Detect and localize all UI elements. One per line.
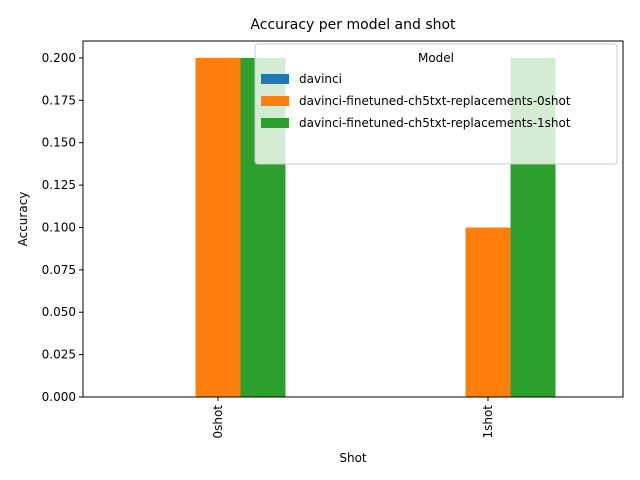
x-axis-label: Shot [339,451,367,465]
legend-items: davinci davinci-finetuned-ch5txt-replacem… [261,72,571,130]
x-tick-label: 0shot [211,405,225,439]
y-axis: 0.000 0.025 0.050 0.075 0.100 0.125 0.150 0.175… [42,51,83,404]
legend-box [254,43,618,165]
x-tick-label: 1shot [481,405,495,439]
bar-1shot-series-1 [465,227,511,397]
y-axis-label: Accuracy [16,192,30,247]
y-tick-label: 0.025 [42,348,76,362]
legend-swatch [261,96,289,106]
y-tick-label: 0.200 [42,51,76,65]
y-tick-label: 0.125 [42,178,76,192]
y-tick-label: 0.075 [42,263,76,277]
y-tick-label: 0.150 [42,136,76,150]
legend-label: davinci [299,72,342,86]
bar-0shot-series-1 [195,57,241,397]
y-tick-label: 0.000 [42,390,76,404]
legend-label: davinci-finetuned-ch5txt-replacements-0s… [299,94,571,108]
legend: Model davinci davinci-finetuned-ch5txt-re… [254,43,618,165]
y-tick-label: 0.175 [42,93,76,107]
y-tick-label: 0.100 [42,220,76,234]
legend-swatch [261,74,289,84]
legend-swatch [261,118,289,128]
plot-frame [82,40,624,398]
legend-label: davinci-finetuned-ch5txt-replacements-1s… [299,116,571,130]
legend-title: Model [418,51,454,65]
x-axis: 0shot 1shot [211,397,495,439]
y-tick-label: 0.050 [42,305,76,319]
chart-title: Accuracy per model and shot [250,17,456,33]
